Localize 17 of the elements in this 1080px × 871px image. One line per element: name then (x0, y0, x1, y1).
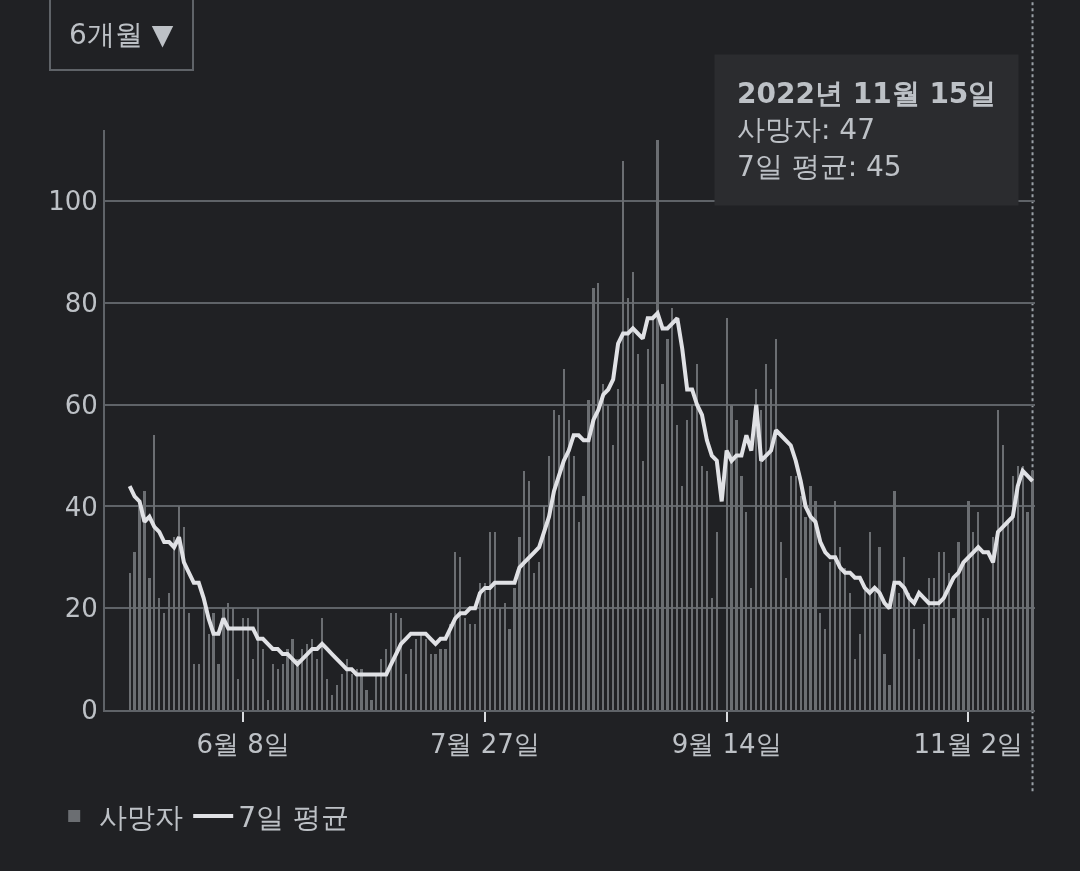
legend-label: 7일 평균 (238, 800, 349, 834)
x-tick-label: 11월 2일 (913, 729, 1024, 760)
legend-label: 사망자 (99, 800, 184, 834)
x-tick-label: 6월 8일 (196, 729, 290, 760)
y-tick-label: 60 (64, 389, 98, 420)
y-tick-label: 80 (64, 288, 98, 319)
annotation: 사망자: 47 (737, 113, 875, 147)
y-tick-label: 0 (81, 695, 98, 726)
y-tick-label: 40 (64, 491, 98, 522)
y-tick-label: 100 (48, 186, 98, 217)
line-series (127, 311, 1035, 677)
y-tick-label: 20 (64, 593, 98, 624)
x-tick-label: 9월 14일 (671, 729, 782, 760)
x-tick-label: 7월 27일 (429, 729, 540, 760)
text: 6개월 ▼ (69, 18, 174, 51)
text: 2022년 11월 15일 (737, 77, 997, 110)
annotation: 7일 평균: 45 (737, 149, 902, 183)
